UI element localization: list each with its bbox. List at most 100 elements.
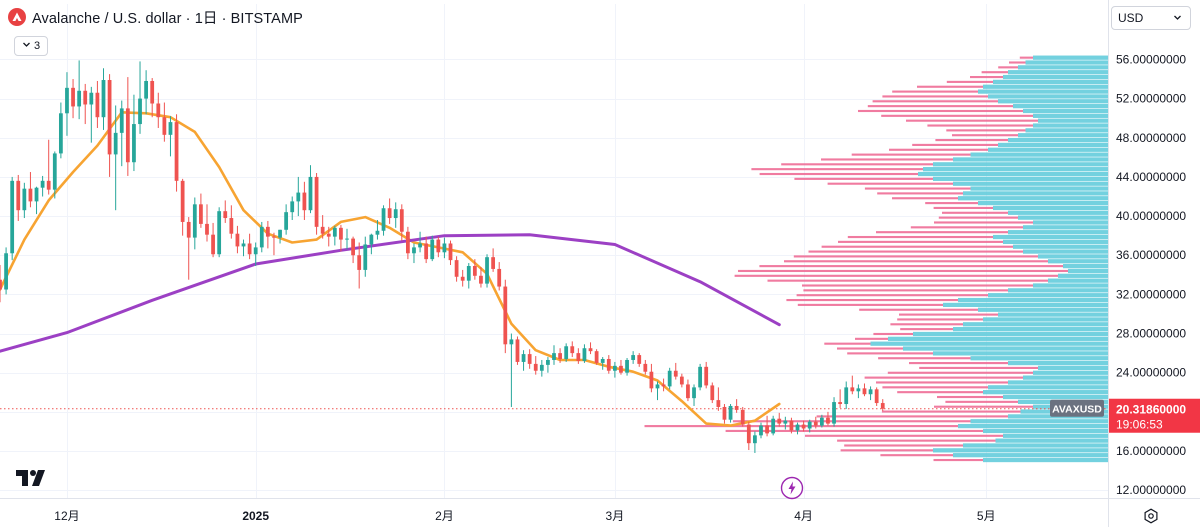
candle[interactable] bbox=[345, 228, 349, 250]
candle[interactable] bbox=[466, 263, 471, 289]
candle[interactable] bbox=[34, 186, 39, 215]
candle[interactable] bbox=[387, 198, 392, 224]
candle[interactable] bbox=[850, 375, 855, 395]
candle[interactable] bbox=[765, 415, 769, 437]
candle[interactable] bbox=[357, 242, 362, 289]
candle[interactable] bbox=[168, 116, 173, 157]
candle[interactable] bbox=[272, 232, 276, 256]
candle[interactable] bbox=[442, 237, 447, 259]
candle[interactable] bbox=[576, 348, 581, 364]
candle[interactable] bbox=[241, 239, 246, 257]
candle[interactable] bbox=[826, 411, 830, 426]
candle[interactable] bbox=[40, 175, 45, 197]
candle[interactable] bbox=[229, 205, 234, 239]
candle[interactable] bbox=[856, 384, 861, 399]
candle[interactable] bbox=[527, 349, 532, 369]
candle[interactable] bbox=[667, 367, 672, 390]
candle[interactable] bbox=[71, 79, 75, 119]
candle[interactable] bbox=[874, 387, 879, 406]
candle[interactable] bbox=[375, 219, 380, 240]
candle[interactable] bbox=[138, 61, 142, 134]
candle[interactable] bbox=[472, 259, 477, 280]
candle[interactable] bbox=[418, 231, 422, 253]
candle[interactable] bbox=[753, 431, 757, 453]
candle[interactable] bbox=[369, 233, 374, 255]
candle[interactable] bbox=[594, 349, 599, 365]
candle[interactable] bbox=[564, 343, 569, 362]
candle[interactable] bbox=[771, 415, 776, 436]
candle[interactable] bbox=[777, 412, 782, 427]
candle[interactable] bbox=[46, 139, 51, 195]
currency-select[interactable]: USD bbox=[1111, 6, 1191, 30]
candle[interactable] bbox=[211, 222, 215, 258]
candle[interactable] bbox=[619, 359, 623, 375]
candle[interactable] bbox=[150, 78, 155, 118]
candle[interactable] bbox=[509, 333, 514, 407]
candle[interactable] bbox=[643, 359, 648, 375]
candle[interactable] bbox=[759, 422, 763, 439]
candle[interactable] bbox=[655, 381, 660, 401]
candle[interactable] bbox=[406, 226, 410, 260]
candle[interactable] bbox=[4, 247, 8, 295]
candle[interactable] bbox=[83, 83, 88, 125]
candle[interactable] bbox=[503, 279, 508, 354]
candle[interactable] bbox=[570, 341, 575, 358]
candle[interactable] bbox=[95, 80, 100, 128]
candle[interactable] bbox=[320, 215, 325, 239]
candle[interactable] bbox=[180, 178, 185, 236]
candle[interactable] bbox=[783, 416, 788, 430]
candle[interactable] bbox=[0, 265, 2, 303]
lightning-icon[interactable] bbox=[780, 476, 804, 505]
candle[interactable] bbox=[813, 416, 818, 429]
candle[interactable] bbox=[807, 419, 812, 433]
candle[interactable] bbox=[28, 172, 33, 208]
symbol-title[interactable]: Avalanche / U.S. dollar · 1日 · BITSTAMP bbox=[32, 10, 303, 27]
candle[interactable] bbox=[844, 381, 849, 409]
candle[interactable] bbox=[819, 414, 824, 428]
candle[interactable] bbox=[10, 176, 15, 261]
candle[interactable] bbox=[436, 236, 441, 258]
candle[interactable] bbox=[107, 74, 112, 177]
candle[interactable] bbox=[119, 100, 124, 167]
candle[interactable] bbox=[65, 72, 69, 136]
candle[interactable] bbox=[125, 77, 130, 176]
candle[interactable] bbox=[332, 225, 337, 246]
candle[interactable] bbox=[704, 361, 709, 389]
candle[interactable] bbox=[637, 353, 642, 367]
candle[interactable] bbox=[862, 383, 867, 397]
candle[interactable] bbox=[460, 269, 465, 287]
candle[interactable] bbox=[485, 254, 489, 288]
candle[interactable] bbox=[710, 382, 715, 404]
candle[interactable] bbox=[101, 68, 106, 130]
candle[interactable] bbox=[679, 373, 684, 388]
candle[interactable] bbox=[728, 404, 733, 423]
candle[interactable] bbox=[692, 384, 696, 406]
candle[interactable] bbox=[716, 387, 721, 411]
candle[interactable] bbox=[326, 226, 331, 247]
candle[interactable] bbox=[558, 348, 562, 363]
candle[interactable] bbox=[113, 105, 118, 211]
candle[interactable] bbox=[588, 342, 593, 355]
candle[interactable] bbox=[132, 94, 136, 172]
candle[interactable] bbox=[631, 351, 636, 364]
candle[interactable] bbox=[606, 355, 611, 374]
candle[interactable] bbox=[832, 397, 836, 427]
candle[interactable] bbox=[424, 236, 429, 264]
candle[interactable] bbox=[722, 404, 727, 424]
candle[interactable] bbox=[381, 205, 386, 236]
candle[interactable] bbox=[284, 204, 289, 235]
candle[interactable] bbox=[448, 240, 453, 266]
indicators-toggle-button[interactable]: 3 bbox=[14, 36, 48, 56]
candle[interactable] bbox=[339, 224, 343, 252]
candle[interactable] bbox=[430, 235, 435, 262]
candle[interactable] bbox=[880, 399, 885, 411]
candle[interactable] bbox=[223, 200, 228, 223]
candle[interactable] bbox=[625, 358, 629, 376]
candle[interactable] bbox=[247, 233, 252, 260]
candle[interactable] bbox=[582, 344, 587, 363]
candle[interactable] bbox=[235, 225, 240, 254]
candle[interactable] bbox=[52, 151, 57, 199]
candle[interactable] bbox=[649, 363, 654, 393]
